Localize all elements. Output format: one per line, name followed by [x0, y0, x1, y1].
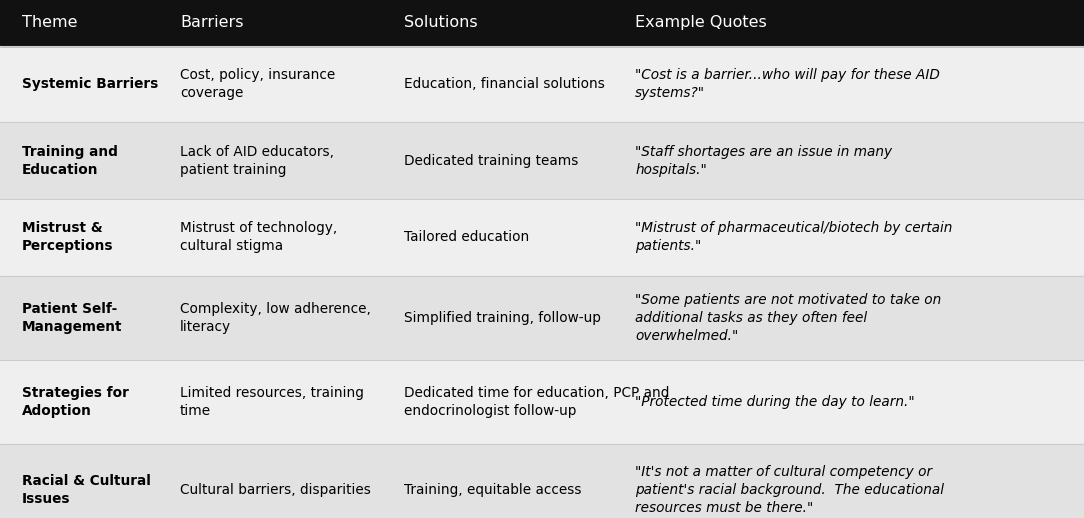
Text: Solutions: Solutions [404, 16, 478, 30]
Text: Simplified training, follow-up: Simplified training, follow-up [404, 311, 602, 325]
Text: Strategies for
Adoption: Strategies for Adoption [22, 386, 129, 418]
Text: "Cost is a barrier...who will pay for these AID
systems?": "Cost is a barrier...who will pay for th… [635, 68, 940, 100]
Text: Training, equitable access: Training, equitable access [404, 483, 582, 497]
Bar [0, 276, 1084, 360]
Text: Cultural barriers, disparities: Cultural barriers, disparities [180, 483, 371, 497]
Bar [0, 122, 1084, 199]
Text: Barriers: Barriers [180, 16, 244, 30]
Text: Example Quotes: Example Quotes [635, 16, 767, 30]
Text: Tailored education: Tailored education [404, 230, 530, 244]
Text: Limited resources, training
time: Limited resources, training time [180, 386, 364, 418]
Text: Mistrust &
Perceptions: Mistrust & Perceptions [22, 221, 113, 253]
Text: Cost, policy, insurance
coverage: Cost, policy, insurance coverage [180, 68, 335, 100]
Text: Dedicated time for education, PCP and
endocrinologist follow-up: Dedicated time for education, PCP and en… [404, 386, 670, 418]
Bar [0, 360, 1084, 444]
Text: Racial & Cultural
Issues: Racial & Cultural Issues [22, 474, 151, 506]
Text: Training and
Education: Training and Education [22, 145, 117, 177]
Bar [0, 199, 1084, 276]
Text: Lack of AID educators,
patient training: Lack of AID educators, patient training [180, 145, 334, 177]
Text: Dedicated training teams: Dedicated training teams [404, 153, 579, 168]
Text: "It's not a matter of cultural competency or
patient's racial background.  The e: "It's not a matter of cultural competenc… [635, 465, 944, 514]
Text: "Protected time during the day to learn.": "Protected time during the day to learn.… [635, 395, 915, 409]
Text: Mistrust of technology,
cultural stigma: Mistrust of technology, cultural stigma [180, 221, 337, 253]
Bar [0, 444, 1084, 518]
Text: Systemic Barriers: Systemic Barriers [22, 77, 158, 91]
Text: Theme: Theme [22, 16, 77, 30]
Text: "Some patients are not motivated to take on
additional tasks as they often feel
: "Some patients are not motivated to take… [635, 293, 942, 342]
Text: "Mistrust of pharmaceutical/biotech by certain
patients.": "Mistrust of pharmaceutical/biotech by c… [635, 221, 953, 253]
Text: "Staff shortages are an issue in many
hospitals.": "Staff shortages are an issue in many ho… [635, 145, 892, 177]
Bar [0, 46, 1084, 122]
Text: Education, financial solutions: Education, financial solutions [404, 77, 605, 91]
Bar [0, 0, 1084, 46]
Text: Complexity, low adherence,
literacy: Complexity, low adherence, literacy [180, 302, 371, 334]
Text: Patient Self-
Management: Patient Self- Management [22, 302, 122, 334]
